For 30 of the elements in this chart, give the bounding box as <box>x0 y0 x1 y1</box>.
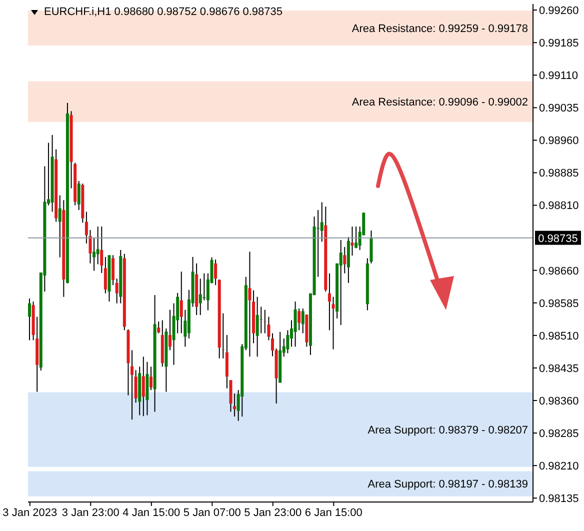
candlestick <box>332 296 335 350</box>
x-tick-label: 5 Jan 23:00 <box>244 506 302 519</box>
x-tick-label: 6 Jan 15:00 <box>304 506 362 519</box>
y-tick-label: 0.99110 <box>539 70 578 82</box>
y-tick-label: 0.98660 <box>539 265 579 278</box>
candlestick <box>260 306 263 334</box>
band-label: Area Resistance: 0.99259 - 0.99178 <box>352 22 528 35</box>
band-label: Area Support: 0.98197 - 0.98139 <box>368 478 528 491</box>
y-tick-label: 0.99035 <box>539 102 579 115</box>
y-tick-label: 0.98135 <box>539 493 579 505</box>
x-tick-label: 4 Jan 15:00 <box>122 506 180 519</box>
y-tick-label: 0.98810 <box>539 200 579 212</box>
y-tick-label: 0.98885 <box>539 168 579 180</box>
y-tick-label: 0.98360 <box>539 395 579 408</box>
y-tick-label: 0.99185 <box>539 38 579 50</box>
y-tick-label: 0.98510 <box>539 330 579 342</box>
x-tick-label: 5 Jan 07:00 <box>183 506 241 519</box>
y-tick-label: 0.98210 <box>539 460 579 472</box>
band-label: Area Support: 0.98379 - 0.98207 <box>368 424 528 436</box>
ref-line-label: 0.98735 <box>538 232 578 245</box>
y-tick-label: 0.98585 <box>539 298 579 310</box>
y-tick-label: 0.98960 <box>539 135 579 148</box>
y-tick-label: 0.98435 <box>539 362 579 375</box>
x-tick-label: 3 Jan 23:00 <box>62 506 120 519</box>
y-tick-label: 0.98285 <box>539 428 579 440</box>
chart-title: EURCHF.i,H1 0.98680 0.98752 0.98676 0.98735 <box>44 6 283 18</box>
y-tick-label: 0.99260 <box>539 4 579 17</box>
x-tick-label: 3 Jan 2023 <box>2 506 58 519</box>
candlestick <box>202 273 206 300</box>
band-label: Area Resistance: 0.99096 - 0.99002 <box>352 96 528 109</box>
